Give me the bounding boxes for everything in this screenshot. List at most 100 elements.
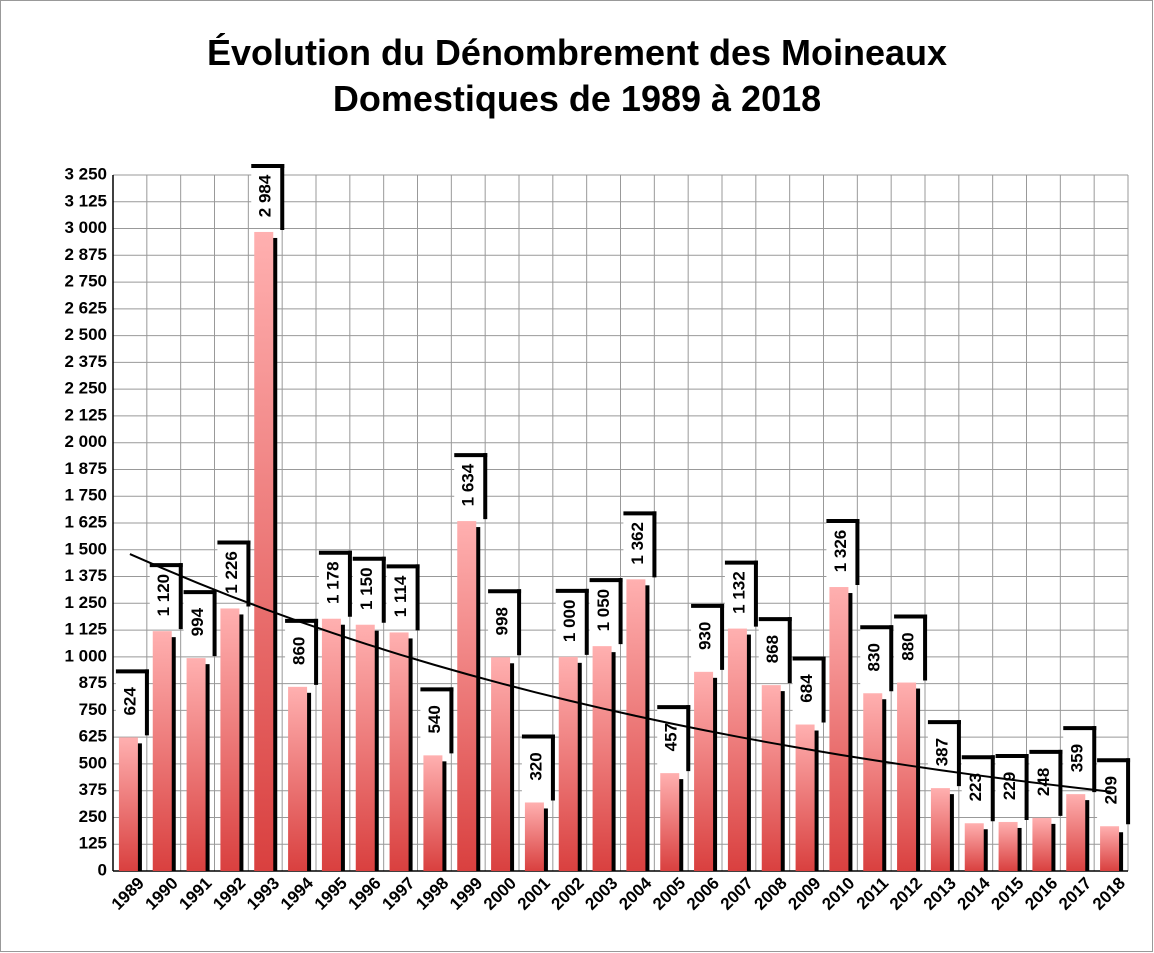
data-label: 1 050 (594, 589, 613, 632)
y-tick-label: 250 (79, 807, 107, 826)
bar (998, 821, 1018, 871)
y-tick-label: 875 (79, 673, 107, 692)
y-tick-label: 2 875 (64, 245, 107, 264)
y-tick-label: 2 625 (64, 298, 107, 317)
label-box (894, 616, 925, 675)
label-box (555, 590, 586, 649)
data-label: 2 984 (256, 174, 275, 217)
data-label: 880 (899, 632, 918, 660)
bar (863, 693, 883, 871)
label-box (217, 542, 248, 601)
data-label: 540 (425, 705, 444, 733)
label-box (1063, 728, 1094, 787)
y-tick-label: 1 500 (64, 539, 107, 558)
bar (930, 788, 950, 871)
label-box (454, 455, 485, 514)
label-box (623, 513, 654, 572)
data-label: 1 150 (357, 567, 376, 610)
bar (254, 231, 274, 872)
data-label: 1 326 (831, 530, 850, 573)
label-box (657, 707, 688, 766)
y-tick-label: 2 375 (64, 352, 107, 371)
data-label: 998 (493, 607, 512, 635)
y-tick-label: 125 (79, 834, 107, 853)
label-box (691, 605, 722, 664)
y-tick-label: 500 (79, 753, 107, 772)
bar (727, 628, 747, 871)
y-tick-label: 3 250 (64, 164, 107, 183)
label-box (826, 521, 857, 580)
label-box (318, 552, 349, 611)
data-label: 209 (1102, 776, 1121, 804)
y-tick-label: 2 750 (64, 272, 107, 291)
y-tick-label: 0 (98, 860, 107, 879)
y-tick-label: 1 875 (64, 459, 107, 478)
y-tick-label: 1 625 (64, 512, 107, 531)
y-tick-label: 1 250 (64, 593, 107, 612)
y-tick-label: 1 000 (64, 646, 107, 665)
y-tick-label: 625 (79, 727, 107, 746)
data-label: 1 114 (391, 575, 410, 617)
bar (220, 608, 240, 871)
data-label: 387 (932, 738, 951, 766)
bar (321, 618, 341, 871)
data-label: 248 (1034, 768, 1053, 796)
bar (694, 671, 714, 871)
data-label: 223 (966, 773, 985, 801)
trendline (129, 553, 1112, 793)
data-label: 868 (763, 635, 782, 663)
y-tick-label: 1 750 (64, 486, 107, 505)
bar (964, 823, 984, 871)
label-box (792, 658, 823, 717)
label-box (488, 591, 519, 650)
bar (457, 521, 477, 871)
bar (186, 658, 206, 871)
data-label: 1 000 (560, 600, 579, 643)
label-box (251, 165, 282, 224)
chart-title: Évolution du Dénombrement des Moineaux D… (206, 32, 948, 119)
data-label: 930 (696, 622, 715, 650)
bar (524, 802, 544, 871)
bar (389, 632, 409, 871)
bar (897, 682, 917, 871)
label-box (1029, 751, 1060, 810)
bar (491, 657, 511, 871)
y-tick-label: 2 000 (64, 432, 107, 451)
data-label: 1 178 (323, 561, 342, 604)
data-label: 624 (120, 687, 139, 716)
bar (152, 631, 172, 871)
label-box (149, 565, 180, 624)
bar (795, 724, 815, 871)
bar (1100, 826, 1120, 871)
bar (288, 686, 308, 871)
data-label: 1 226 (222, 551, 241, 594)
bar (558, 656, 578, 871)
bar (118, 737, 138, 871)
bar (355, 624, 375, 871)
data-label: 1 120 (154, 574, 173, 617)
bar (1032, 817, 1052, 871)
data-label: 684 (797, 674, 816, 703)
label-box (1097, 760, 1128, 819)
label-box (386, 566, 417, 625)
data-label: 1 362 (628, 522, 647, 565)
data-label: 1 634 (459, 463, 478, 506)
label-box (860, 627, 891, 686)
label-box (115, 671, 146, 730)
y-tick-label: 750 (79, 700, 107, 719)
label-box (758, 619, 789, 678)
y-tick-label: 2 500 (64, 325, 107, 344)
bar (761, 685, 781, 871)
bar (829, 587, 849, 871)
bar (1066, 794, 1086, 871)
label-box (995, 755, 1026, 814)
bar (423, 755, 443, 871)
y-tick-label: 1 375 (64, 566, 107, 585)
y-tick-label: 2 250 (64, 379, 107, 398)
bar (626, 579, 646, 871)
data-label: 359 (1068, 744, 1087, 772)
data-label: 994 (188, 607, 207, 636)
y-tick-label: 375 (79, 780, 107, 799)
